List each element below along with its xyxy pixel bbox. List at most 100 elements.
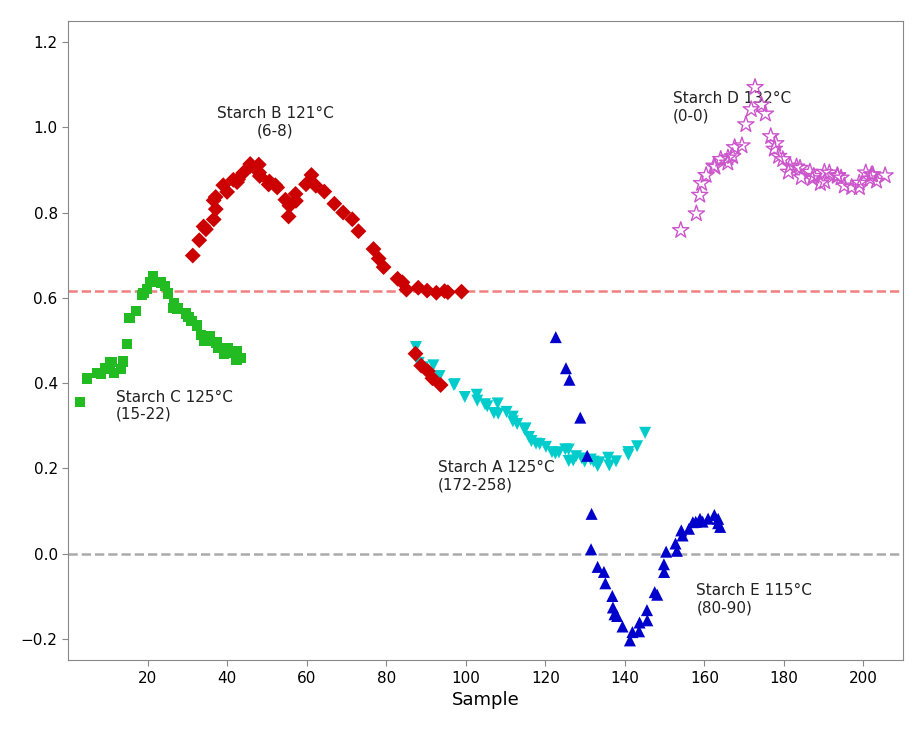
Point: [209, 337, 224, 348]
Point: [446, 379, 461, 391]
Point: [136, 287, 151, 299]
Point: [758, 108, 772, 120]
Point: [216, 180, 231, 191]
Point: [837, 180, 852, 192]
Point: [711, 513, 725, 525]
Point: [288, 195, 303, 207]
Point: [822, 167, 837, 179]
Point: [561, 444, 576, 456]
Point: [559, 362, 574, 374]
Point: [688, 516, 703, 528]
Point: [682, 523, 697, 534]
Point: [674, 225, 688, 237]
Point: [470, 395, 485, 407]
Point: [674, 525, 688, 537]
Point: [143, 276, 158, 288]
Point: [587, 456, 602, 467]
Point: [252, 166, 267, 178]
Point: [621, 449, 636, 461]
Point: [657, 558, 672, 570]
Point: [670, 545, 685, 557]
Point: [491, 398, 505, 410]
Point: [414, 360, 429, 372]
Point: [544, 446, 559, 458]
Point: [817, 166, 832, 178]
Point: [505, 415, 520, 427]
Point: [632, 617, 647, 629]
Point: [772, 150, 786, 162]
Point: [345, 213, 359, 225]
Point: [251, 158, 266, 170]
Point: [469, 389, 484, 401]
Point: [194, 329, 209, 341]
Point: [605, 590, 620, 602]
Point: [426, 359, 441, 371]
Point: [648, 586, 663, 598]
Point: [693, 513, 708, 525]
Point: [518, 423, 533, 434]
Point: [366, 243, 381, 255]
Point: [775, 153, 790, 165]
Point: [807, 170, 821, 182]
Point: [261, 179, 276, 191]
Point: [236, 167, 250, 179]
Point: [454, 286, 468, 298]
Point: [830, 169, 845, 181]
Point: [487, 407, 502, 419]
Point: [592, 456, 607, 468]
Point: [605, 602, 620, 613]
Point: [598, 577, 613, 589]
Point: [371, 253, 386, 264]
Point: [91, 367, 105, 379]
Text: Starch B 121°C
(6-8): Starch B 121°C (6-8): [216, 106, 334, 138]
Point: [408, 341, 423, 353]
Point: [432, 370, 447, 382]
Point: [399, 284, 414, 296]
Point: [309, 180, 323, 191]
Point: [181, 312, 196, 323]
Point: [590, 561, 605, 573]
Point: [878, 170, 893, 182]
Point: [429, 287, 444, 299]
X-axis label: Sample: Sample: [452, 691, 519, 709]
Point: [524, 435, 539, 447]
Point: [852, 182, 867, 193]
Point: [298, 178, 313, 190]
Point: [562, 374, 577, 385]
Point: [558, 444, 573, 456]
Point: [98, 363, 113, 374]
Point: [548, 447, 563, 459]
Point: [695, 516, 710, 528]
Point: [491, 408, 505, 420]
Point: [268, 180, 283, 191]
Point: [327, 198, 342, 210]
Point: [818, 176, 833, 188]
Point: [813, 177, 828, 189]
Point: [609, 456, 624, 467]
Point: [711, 518, 725, 529]
Point: [411, 282, 426, 293]
Point: [480, 401, 494, 412]
Point: [590, 460, 605, 472]
Point: [805, 173, 820, 185]
Point: [120, 338, 135, 350]
Point: [161, 288, 176, 299]
Point: [573, 412, 588, 423]
Point: [225, 347, 239, 358]
Point: [865, 169, 880, 180]
Point: [699, 169, 713, 181]
Text: Starch D 132°C
(0-0): Starch D 132°C (0-0): [673, 91, 791, 123]
Point: [833, 172, 848, 184]
Point: [425, 372, 440, 384]
Point: [304, 169, 319, 181]
Point: [793, 162, 808, 174]
Point: [830, 170, 845, 182]
Point: [783, 160, 797, 172]
Point: [781, 166, 796, 178]
Point: [192, 234, 207, 246]
Point: [659, 546, 674, 558]
Point: [447, 378, 462, 390]
Point: [640, 615, 655, 626]
Point: [852, 177, 867, 189]
Point: [376, 261, 391, 273]
